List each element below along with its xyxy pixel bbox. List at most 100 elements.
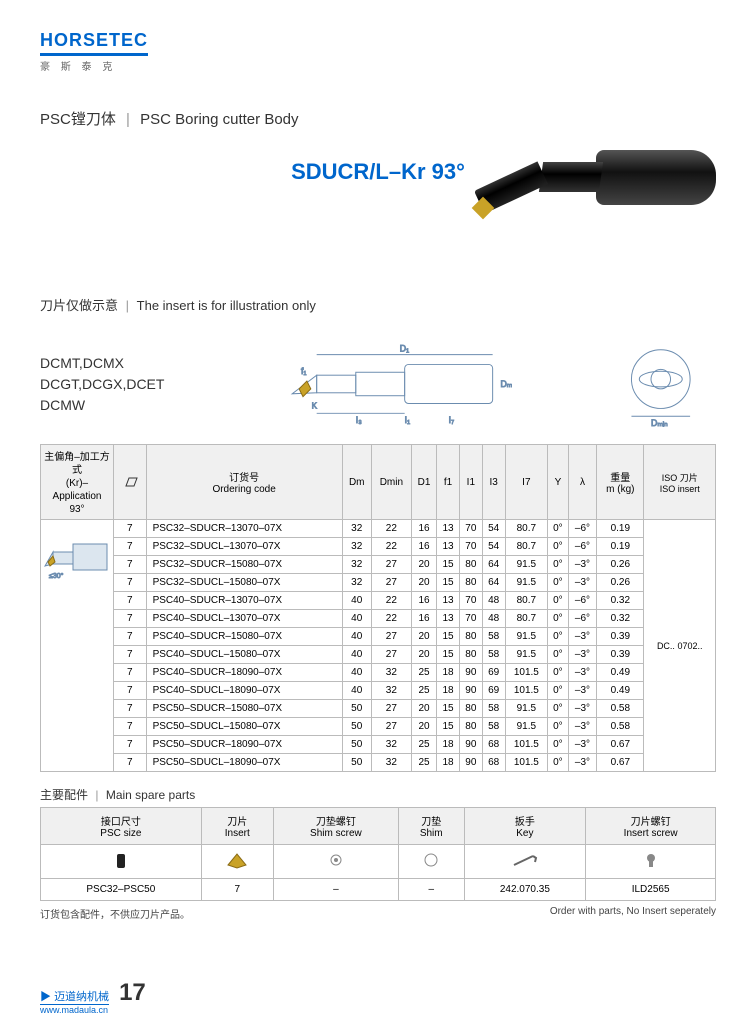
title-cn: PSC镗刀体 [40,111,116,128]
spare-parts-title: 主要配件 | Main spare parts [40,786,716,803]
cell-code: PSC32–SDUCR–13070–07X [146,520,342,538]
col-dm: Dm [342,445,371,520]
spare-footnotes: 订货包含配件，不供应刀片产品。 Order with parts, No Ins… [40,906,716,921]
cell-I7: 101.5 [505,736,548,754]
table-row: 7PSC40–SDUCL–18090–07X403225189069101.50… [41,682,716,700]
cell-L: –6° [568,538,596,556]
svg-text:I₇: I₇ [449,415,454,425]
cell-kg: 0.32 [597,592,644,610]
cell-Dm: 32 [342,538,371,556]
cell-I3: 54 [482,538,505,556]
cell-Y: 0° [548,592,569,610]
cell-f1: 13 [437,520,460,538]
cell-Y: 0° [548,628,569,646]
cell-kg: 0.19 [597,520,644,538]
cell-I7: 101.5 [505,682,548,700]
cell-code: PSC50–SDUCL–18090–07X [146,754,342,772]
col-f1: f1 [437,445,460,520]
cell-f1: 18 [437,682,460,700]
divider: | [126,111,130,128]
cell-I3: 58 [482,628,505,646]
insert-val: 7 [201,879,273,901]
cell-kg: 0.58 [597,700,644,718]
svg-text:≤30°: ≤30° [49,572,64,580]
cell-code: PSC32–SDUCL–13070–07X [146,538,342,556]
key-val: 242.070.35 [464,879,586,901]
cell-Dm: 32 [342,520,371,538]
table-row: 7PSC40–SDUCR–18090–07X403225189069101.50… [41,664,716,682]
cell-code: PSC40–SDUCL–13070–07X [146,610,342,628]
cell-L: –3° [568,646,596,664]
dimension-diagram-front: Dₘᵢₙ [606,339,716,429]
footnote-cn: 订货包含配件，不供应刀片产品。 [40,906,190,921]
cell-I7: 91.5 [505,574,548,592]
col-lambda: λ [568,445,596,520]
title-en: PSC Boring cutter Body [140,111,298,128]
spare-icons-row [41,845,716,879]
shim-icon [398,845,464,879]
cell-I3: 69 [482,664,505,682]
shim-val: – [398,879,464,901]
col-y: Y [548,445,569,520]
cell-D1: 20 [411,718,436,736]
cell-Dmin: 32 [371,754,411,772]
table-row: 7PSC40–SDUCL–15080–07X40272015805891.50°… [41,646,716,664]
col-i7: I7 [505,445,548,520]
cell-I7: 80.7 [505,592,548,610]
col-insert-screw: 刀片螺钉Insert screw [586,808,716,845]
cell-L: –3° [568,628,596,646]
col-iso: ISO 刀片 ISO insert [644,445,716,520]
cell-I7: 91.5 [505,628,548,646]
spec-table: 主偏角–加工方式 (Kr)–Application 93° 订货号 Orderi… [40,444,716,772]
cell-I1: 90 [459,664,482,682]
svg-text:K: K [312,401,318,410]
col-i1: I1 [459,445,482,520]
table-row: 7PSC32–SDUCL–15080–07X32272015806491.50°… [41,574,716,592]
cell-I3: 68 [482,736,505,754]
brand-sub: 豪 斯 泰 克 [40,58,716,73]
cell-I1: 70 [459,538,482,556]
footnote-en: Order with parts, No Insert seperately [550,906,716,921]
table-row: 7PSC50–SDUCL–18090–07X503225189068101.50… [41,754,716,772]
cell-n: 7 [114,574,147,592]
col-order: 订货号 Ordering code [146,445,342,520]
cell-kg: 0.26 [597,574,644,592]
key-icon [464,845,586,879]
cell-kg: 0.26 [597,556,644,574]
insert-note: 刀片仅做示意 | The insert is for illustration … [40,295,716,314]
cell-I1: 90 [459,736,482,754]
cell-D1: 25 [411,664,436,682]
cell-I1: 90 [459,754,482,772]
cell-Y: 0° [548,538,569,556]
cell-D1: 16 [411,520,436,538]
cell-n: 7 [114,664,147,682]
cell-kg: 0.58 [597,718,644,736]
table-row: 7PSC50–SDUCL–15080–07X50272015805891.50°… [41,718,716,736]
cell-Dmin: 32 [371,682,411,700]
cell-Dm: 32 [342,556,371,574]
cell-code: PSC50–SDUCR–18090–07X [146,736,342,754]
cell-I7: 101.5 [505,664,548,682]
cell-Dmin: 22 [371,610,411,628]
cell-f1: 15 [437,646,460,664]
cell-Y: 0° [548,718,569,736]
cell-L: –6° [568,592,596,610]
cell-L: –3° [568,736,596,754]
table-row: 7PSC32–SDUCL–13070–07X32221613705480.70°… [41,538,716,556]
insert-types: DCMT,DCMX DCGT,DCGX,DCET DCMW [40,353,164,416]
col-insert: 刀片Insert [201,808,273,845]
cell-n: 7 [114,646,147,664]
cell-I3: 48 [482,610,505,628]
cell-D1: 20 [411,700,436,718]
cell-L: –3° [568,556,596,574]
cell-Y: 0° [548,736,569,754]
svg-text:I₃: I₃ [356,415,362,425]
cell-Dmin: 22 [371,538,411,556]
page-footer: ▶ 迈道纳机械 www.madaula.cn 17 [40,979,146,1015]
cell-I1: 80 [459,628,482,646]
cell-f1: 15 [437,574,460,592]
cell-I1: 80 [459,718,482,736]
cell-L: –3° [568,682,596,700]
cell-Dmin: 32 [371,664,411,682]
cell-f1: 13 [437,592,460,610]
